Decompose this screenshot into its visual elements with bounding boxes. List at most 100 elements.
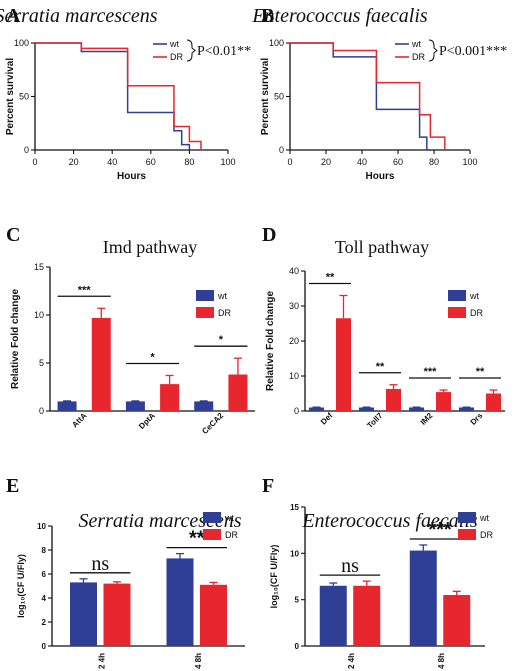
panel-f: F Enterococcus faecalis 0 5 10 15 2 4h ns 4 8h **…: [262, 475, 493, 669]
panel-c: C Imd pathway 0 5 10 15 AttA *** DptA * CeCA2 * Rela…: [6, 224, 255, 436]
x-tick-label-c: AttA: [70, 411, 88, 429]
legend-swatch-dr: [458, 529, 476, 540]
panel-e: E Serratia marcescens 0 2 4 6 8 10 2 4h ns 4 8h ** l…: [6, 475, 245, 669]
x-tick-label-e: 4 8h: [194, 653, 203, 669]
bar-wt: [409, 550, 437, 646]
bar-dr: [199, 584, 227, 646]
panel-title-f: Enterococcus faecalis: [301, 510, 478, 532]
legend-label-dr: DR: [225, 530, 238, 540]
y-tick-label-a: 100: [14, 38, 29, 48]
panel-label-b: B: [261, 5, 274, 27]
legend-label-wt: wt: [169, 39, 179, 49]
bar-dr: [386, 388, 401, 411]
y-axis-label-a: Percent survival: [5, 58, 16, 135]
x-tick-label-a: 100: [220, 157, 235, 167]
significance-label-e: **: [189, 528, 205, 550]
x-axis-label-a: Hours: [117, 171, 146, 182]
y-axis-label-e: log₁₀(CF U/Fly): [16, 554, 26, 618]
legend-swatch-wt: [448, 290, 466, 301]
legend-bracket-a: [186, 39, 196, 62]
bar-dr: [353, 585, 381, 646]
x-tick-label-d: Def: [319, 411, 335, 427]
bar-dr: [228, 374, 248, 411]
legend-label-dr: DR: [412, 52, 425, 62]
significance-label-e: ns: [91, 553, 109, 575]
survival-line-wt: [290, 42, 431, 151]
significance-label-f: ns: [341, 555, 359, 577]
p-value-b: P<0.001***: [439, 44, 507, 59]
panel-label-f: F: [262, 475, 274, 497]
y-tick-label-e: 0: [42, 642, 47, 651]
panel-title-b: Enterococcus faecalis: [251, 5, 428, 27]
x-tick-label-b: 80: [429, 157, 439, 167]
y-tick-label-d: 0: [294, 406, 299, 416]
y-tick-label-b: 50: [274, 92, 284, 102]
y-tick-label-b: 100: [269, 38, 284, 48]
x-tick-label-c: DptA: [137, 411, 157, 431]
bar-dr: [91, 317, 111, 411]
survival-line-dr: [290, 42, 446, 150]
x-tick-label-d: Drs: [469, 411, 485, 427]
panel-title-a: Serratia marcescens: [0, 5, 158, 27]
x-axis-label-b: Hours: [366, 171, 395, 182]
legend-label-wt: wt: [224, 513, 234, 523]
legend-label-dr: DR: [170, 52, 183, 62]
panel-title-c: Imd pathway: [103, 237, 197, 257]
y-tick-label-c: 0: [39, 406, 44, 416]
panel-label-d: D: [262, 224, 276, 246]
legend-swatch-dr: [196, 307, 214, 318]
bar-dr: [160, 384, 180, 411]
bar-dr: [103, 583, 131, 646]
x-tick-label-b: 100: [462, 157, 477, 167]
significance-label-d: **: [476, 366, 485, 378]
x-tick-label-b: 0: [287, 157, 292, 167]
x-tick-label-a: 40: [107, 157, 117, 167]
legend-swatch-dr: [203, 529, 221, 540]
legend-label-wt: wt: [479, 513, 489, 523]
significance-label-d: ***: [424, 366, 438, 378]
y-tick-label-d: 20: [289, 336, 299, 346]
bar-wt: [125, 401, 145, 411]
survival-line-dr: [35, 42, 202, 150]
bar-wt: [194, 401, 214, 411]
bar-dr: [336, 318, 351, 411]
y-tick-label-e: 8: [42, 546, 47, 555]
y-tick-label-f: 10: [290, 549, 299, 558]
bar-wt: [70, 582, 98, 646]
legend-label-dr: DR: [480, 530, 493, 540]
panel-title-d: Toll pathway: [335, 237, 429, 257]
bar-dr: [486, 393, 501, 411]
legend-label-wt: wt: [469, 291, 479, 301]
y-axis-label-c: Relative Fold change: [10, 289, 21, 389]
legend-label-dr: DR: [218, 308, 231, 318]
x-tick-label-b: 20: [321, 157, 331, 167]
y-tick-label-e: 2: [42, 618, 47, 627]
bar-wt: [57, 401, 77, 411]
x-tick-label-f: 4 8h: [437, 653, 446, 669]
y-tick-label-e: 4: [42, 594, 47, 603]
bar-wt: [409, 407, 424, 411]
x-tick-label-a: 0: [32, 157, 37, 167]
x-tick-label-d: IM2: [419, 411, 435, 427]
survival-line-wt: [35, 42, 191, 150]
x-tick-label-d: Toll7: [365, 411, 385, 431]
significance-label-c: ***: [78, 284, 92, 296]
legend-bracket-b: [428, 39, 438, 62]
x-tick-label-a: 60: [146, 157, 156, 167]
y-tick-label-e: 6: [42, 570, 47, 579]
bar-wt: [166, 558, 194, 646]
significance-label-c: *: [219, 334, 224, 346]
y-tick-label-c: 5: [39, 358, 44, 368]
y-tick-label-c: 10: [34, 310, 44, 320]
y-axis-label-f: log₁₀(CF U/Fly): [269, 545, 279, 609]
x-tick-label-b: 40: [357, 157, 367, 167]
panel-title-e: Serratia marcescens: [78, 510, 241, 532]
y-tick-label-d: 30: [289, 301, 299, 311]
x-tick-label-a: 20: [69, 157, 79, 167]
significance-label-d: **: [326, 272, 335, 284]
legend-label-wt: wt: [411, 39, 421, 49]
bar-wt: [459, 407, 474, 411]
